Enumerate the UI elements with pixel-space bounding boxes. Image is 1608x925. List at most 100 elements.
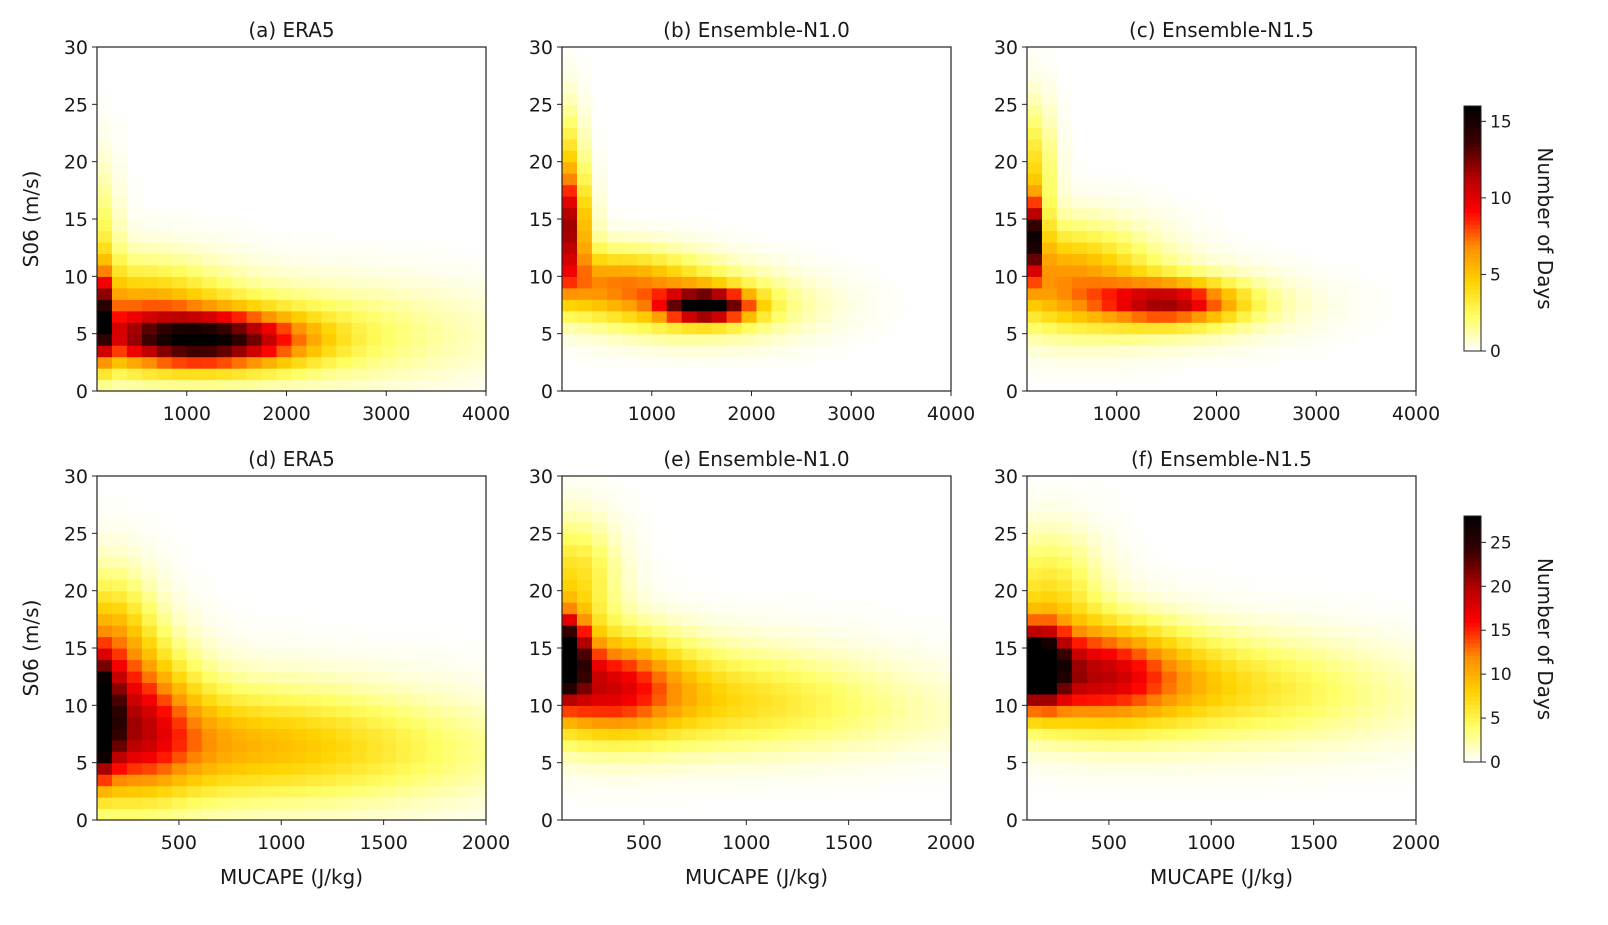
heatmap-cell — [456, 322, 472, 335]
heatmap-cell — [171, 241, 188, 254]
colorbar-segment — [1464, 318, 1481, 323]
heatmap-cell — [141, 648, 158, 661]
heatmap-cell — [621, 276, 638, 289]
heatmap-cell — [276, 345, 293, 358]
heatmap-cell — [1206, 716, 1223, 729]
heatmap-cell — [846, 636, 862, 649]
heatmap-cell — [756, 356, 773, 369]
heatmap-cell — [336, 762, 352, 775]
heatmap-cell — [1326, 682, 1342, 695]
heatmap-cell — [756, 762, 773, 775]
heatmap-cell — [1086, 299, 1103, 312]
heatmap-cell — [291, 310, 308, 323]
heatmap-cell — [156, 785, 173, 798]
heatmap-cell — [666, 219, 683, 232]
heatmap-cell — [1161, 590, 1178, 603]
heatmap-cell — [636, 693, 653, 706]
heatmap-cell — [97, 196, 113, 209]
heatmap-cell — [111, 785, 128, 798]
colorbar-segment — [1464, 248, 1481, 254]
heatmap-cell — [1371, 774, 1387, 787]
x-tick-label: 3000 — [827, 403, 875, 425]
heatmap-cell — [756, 253, 773, 266]
heatmap-cell — [1101, 567, 1118, 580]
heatmap-cell — [1221, 299, 1238, 312]
heatmap-cell — [291, 379, 308, 392]
heatmap-cell — [831, 276, 847, 289]
heatmap-cell — [636, 705, 653, 718]
heatmap-cell — [621, 510, 638, 523]
heatmap-cell — [861, 276, 877, 289]
heatmap-cell — [1056, 287, 1073, 300]
heatmap-cell — [1116, 322, 1133, 335]
heatmap-cell — [831, 264, 847, 277]
heatmap-cell — [1311, 636, 1327, 649]
heatmap-cell — [1071, 602, 1088, 615]
heatmap-cell — [1056, 670, 1073, 683]
heatmap-cell — [1086, 498, 1103, 511]
heatmap-cell — [171, 264, 188, 277]
heatmap-cell — [141, 670, 158, 683]
heatmap-cell — [606, 356, 623, 369]
heatmap-cell — [1041, 253, 1058, 266]
heatmap-cell — [351, 648, 367, 661]
heatmap-cell — [126, 184, 143, 197]
heatmap-cell — [876, 716, 892, 729]
heatmap-cell — [306, 705, 323, 718]
heatmap-cell — [1101, 682, 1118, 695]
heatmap-cell — [216, 636, 233, 649]
heatmap-cell — [1086, 705, 1103, 718]
heatmap-cell — [591, 487, 608, 500]
heatmap-cell — [126, 670, 143, 683]
heatmap-cell — [756, 230, 773, 243]
heatmap-cell — [1086, 207, 1103, 220]
heatmap-cell — [1161, 333, 1178, 346]
heatmap-cell — [562, 253, 578, 266]
heatmap-cell — [381, 648, 397, 661]
heatmap-cell — [456, 716, 472, 729]
heatmap-cell — [186, 739, 203, 752]
heatmap-cell — [1191, 739, 1208, 752]
heatmap-cell — [471, 728, 487, 741]
heatmap-cell — [771, 613, 788, 626]
heatmap-cell — [1371, 625, 1387, 638]
heatmap-cell — [111, 728, 128, 741]
heatmap-cell — [306, 739, 323, 752]
heatmap-cell — [771, 739, 788, 752]
heatmap-cell — [651, 762, 668, 775]
heatmap-cell — [1296, 333, 1312, 346]
heatmap-cell — [97, 333, 113, 346]
heatmap-cell — [186, 728, 203, 741]
heatmap-cell — [1056, 556, 1073, 569]
heatmap-cell — [426, 751, 442, 764]
heatmap-cell — [831, 648, 847, 661]
heatmap-cell — [141, 751, 158, 764]
heatmap-cell — [621, 241, 638, 254]
heatmap-cell — [1326, 751, 1342, 764]
heatmap-cell — [1161, 762, 1178, 775]
heatmap-cell — [562, 138, 578, 151]
heatmap-cell — [351, 241, 367, 254]
heatmap-cell — [726, 230, 743, 243]
heatmap-cell — [111, 173, 128, 186]
heatmap-cell — [621, 476, 638, 489]
heatmap-cell — [1027, 785, 1043, 798]
heatmap-cell — [216, 728, 233, 741]
heatmap-cell — [936, 613, 952, 626]
heatmap-cell — [921, 762, 937, 775]
heatmap-cell — [1371, 728, 1387, 741]
heatmap-cell — [1071, 544, 1088, 557]
heatmap-cell — [1221, 728, 1238, 741]
colorbar-segment — [1464, 737, 1481, 742]
heatmap-cell — [1176, 648, 1193, 661]
heatmap-cell — [651, 602, 668, 615]
heatmap-cell — [411, 682, 427, 695]
heatmap-cell — [1041, 613, 1058, 626]
heatmap-cell — [1101, 207, 1118, 220]
heatmap-cell — [621, 533, 638, 546]
heatmap-cell — [1386, 648, 1402, 661]
heatmap-cell — [1326, 613, 1342, 626]
heatmap-cell — [591, 219, 608, 232]
heatmap-cell — [396, 368, 412, 381]
heatmap-cell — [1281, 751, 1297, 764]
